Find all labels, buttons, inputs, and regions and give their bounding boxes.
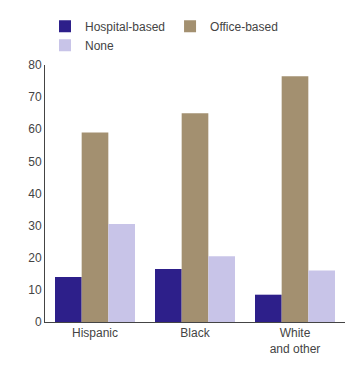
svg-text:80: 80 (28, 58, 42, 72)
svg-text:30: 30 (28, 219, 42, 233)
svg-text:60: 60 (28, 122, 42, 136)
svg-text:20: 20 (28, 251, 42, 265)
svg-text:None: None (85, 39, 114, 53)
svg-text:Hospital-based: Hospital-based (85, 20, 165, 34)
svg-text:10: 10 (28, 283, 42, 297)
svg-text:Black: Black (180, 326, 210, 340)
svg-text:Office-based: Office-based (210, 20, 278, 34)
svg-text:Hispanic: Hispanic (72, 326, 118, 340)
svg-text:Whiteand other: Whiteand other (270, 326, 321, 356)
svg-text:40: 40 (28, 187, 42, 201)
svg-text:0: 0 (35, 315, 42, 329)
svg-text:70: 70 (28, 90, 42, 104)
svg-text:50: 50 (28, 155, 42, 169)
